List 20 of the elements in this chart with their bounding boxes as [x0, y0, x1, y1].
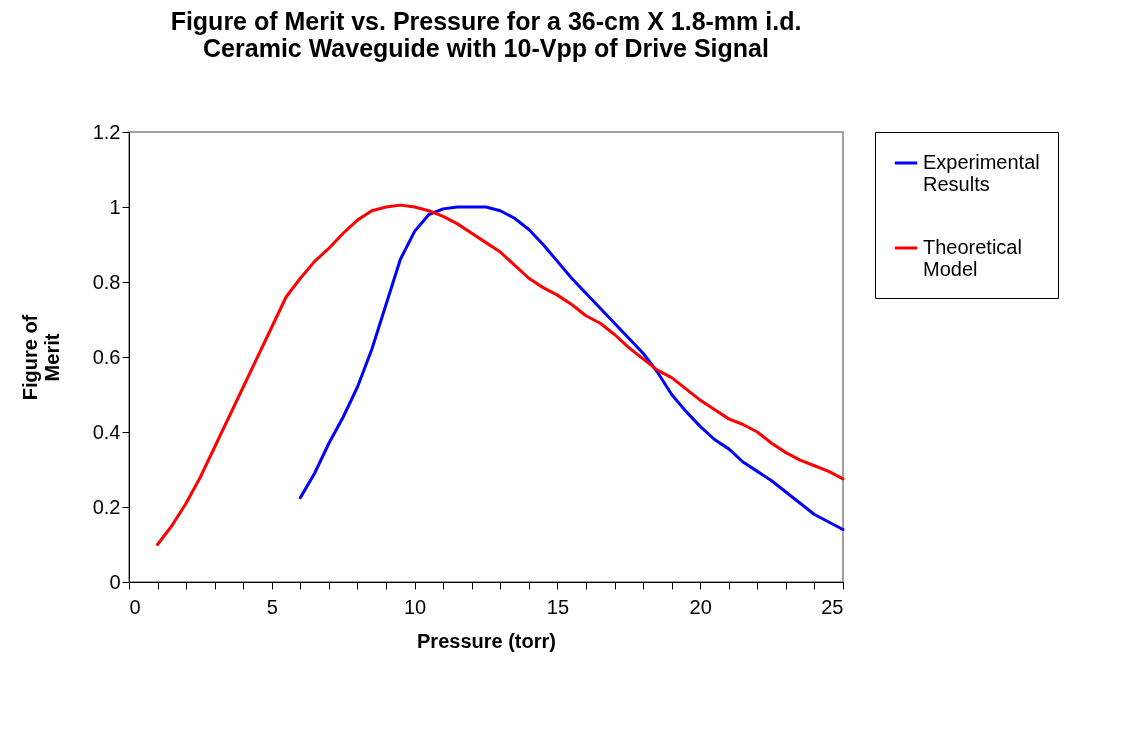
- y-tick-label: 1: [109, 195, 121, 218]
- y-tick-label: 0.4: [92, 420, 121, 443]
- legend-label: Theoretical Model: [923, 236, 1022, 280]
- y-tick-label: 1.2: [92, 120, 121, 143]
- x-tick-label: 15: [546, 595, 570, 618]
- x-tick-label: 25: [821, 595, 844, 618]
- x-tick-label: 20: [689, 595, 712, 618]
- y-tick-label: 0.8: [92, 270, 121, 293]
- line-series: [156, 203, 845, 546]
- y-axis-title: Figure of Merit: [18, 314, 63, 401]
- y-tick-label: 0: [109, 570, 121, 593]
- x-tick-label: 0: [129, 595, 141, 618]
- y-tick-label: 0.6: [92, 345, 121, 368]
- y-tick-label: 0.2: [92, 495, 121, 518]
- x-tick-label: 5: [266, 595, 278, 618]
- x-axis-title: Pressure (torr): [417, 629, 556, 652]
- x-tick-label: 10: [403, 595, 427, 618]
- chart-title: Figure of Merit vs. Pressure for a 36-cm X 1.8-mm i.d. Ceramic Waveguide with 10-Vpp of Drive Signal: [170, 7, 802, 62]
- legend-label: Experimental Results: [923, 151, 1040, 195]
- line-series: [298, 205, 845, 531]
